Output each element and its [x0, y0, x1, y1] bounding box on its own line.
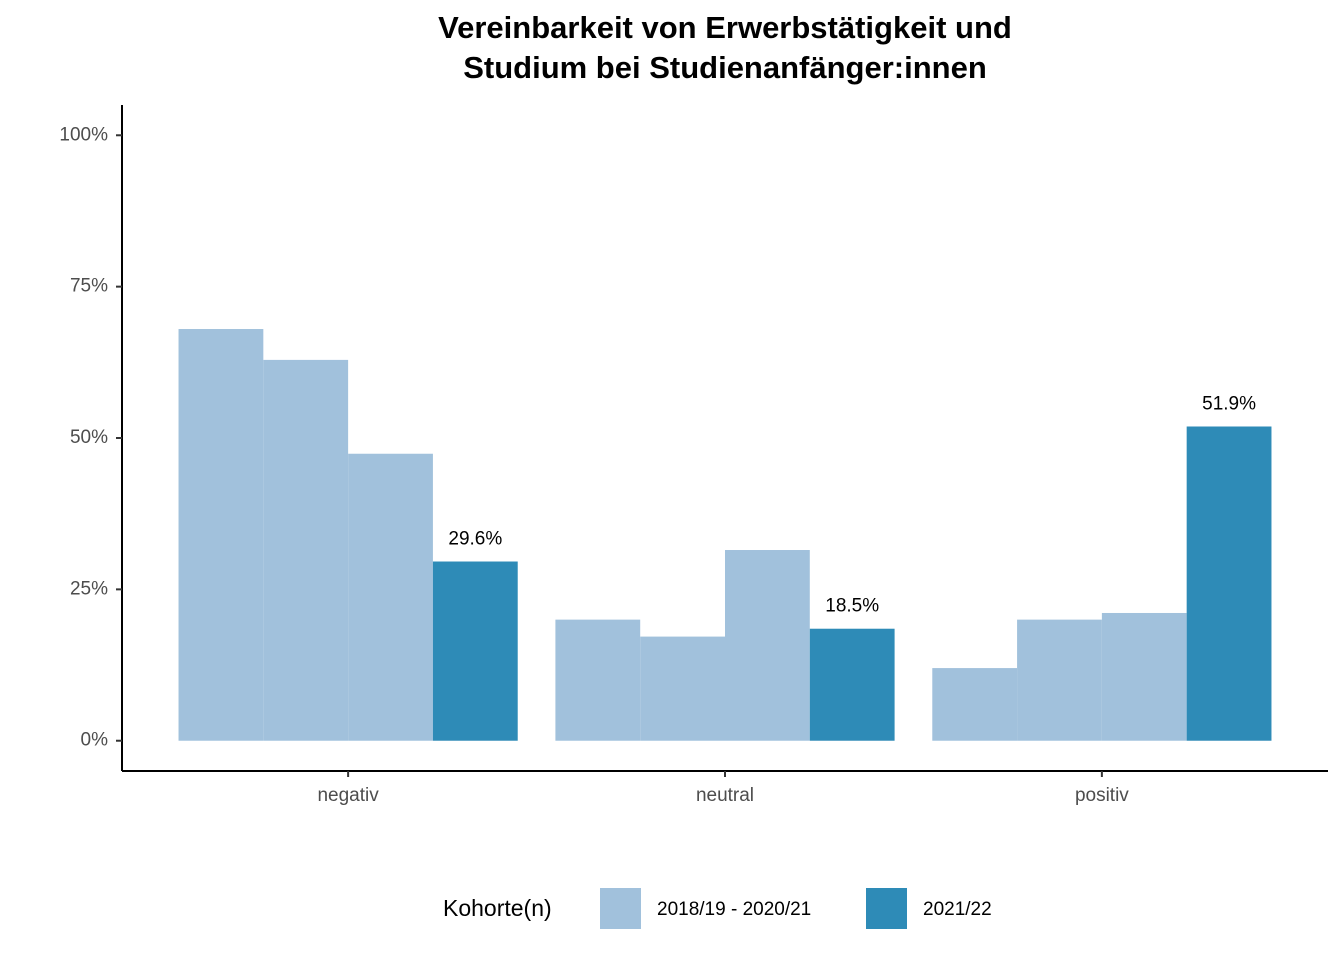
y-tick-label: 100% — [59, 124, 108, 145]
bar — [178, 329, 264, 741]
x-tick-label: negativ — [317, 785, 379, 806]
bar — [1017, 619, 1102, 741]
chart-title: Studium bei Studienanfänger:innen — [463, 50, 987, 85]
bar — [640, 636, 725, 741]
value-label: 51.9% — [1202, 394, 1256, 415]
y-tick-label: 25% — [70, 578, 108, 599]
legend-label: 2021/22 — [923, 899, 992, 920]
bar — [725, 550, 810, 741]
bar — [932, 668, 1018, 741]
y-tick-label: 75% — [70, 276, 108, 297]
y-tick-label: 0% — [81, 730, 109, 751]
legend-title: Kohorte(n) — [443, 895, 552, 921]
bar — [555, 619, 641, 741]
chart-title: Vereinbarkeit von Erwerbstätigkeit und — [438, 10, 1012, 45]
bar — [1101, 612, 1187, 741]
bar — [432, 561, 518, 741]
y-tick-label: 50% — [70, 427, 108, 448]
legend-key — [600, 888, 641, 929]
legend-key — [866, 888, 907, 929]
x-tick-label: positiv — [1075, 785, 1129, 806]
value-label: 18.5% — [825, 596, 879, 617]
x-tick-label: neutral — [696, 785, 754, 806]
bar — [263, 359, 349, 741]
bar — [348, 453, 433, 741]
value-label: 29.6% — [448, 529, 502, 550]
bar — [1186, 426, 1272, 741]
bar — [809, 628, 895, 741]
legend-label: 2018/19 - 2020/21 — [657, 899, 811, 920]
